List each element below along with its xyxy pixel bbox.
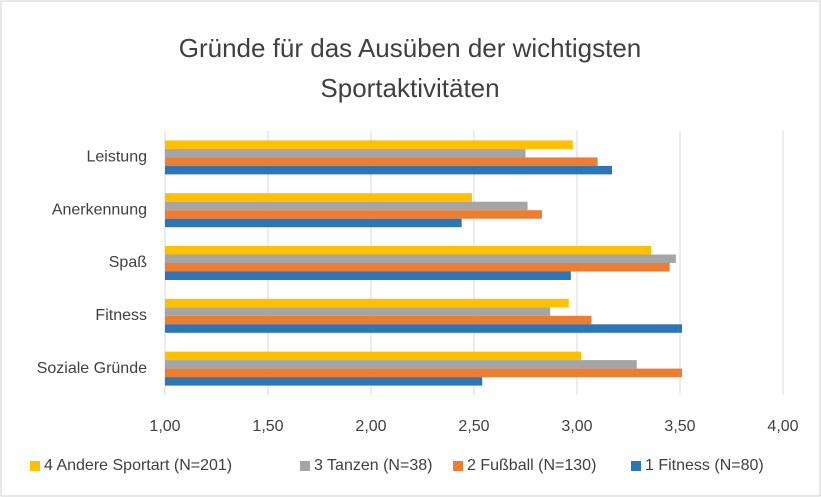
bar <box>165 324 683 333</box>
bar <box>165 201 528 211</box>
x-tick-label: 3,00 <box>561 418 592 435</box>
bar <box>165 193 472 202</box>
legend-swatch <box>300 461 310 471</box>
x-tick-label: 1,00 <box>149 418 180 435</box>
y-tick-label: Soziale Gründe <box>37 360 147 377</box>
x-tick-label: 2,00 <box>355 418 386 435</box>
bar <box>165 307 551 316</box>
x-tick-label: 3,50 <box>664 418 695 435</box>
legend-label: 2 Fußball (N=130) <box>467 457 596 474</box>
y-tick-label: Spaß <box>109 254 147 271</box>
legend-label: 4 Andere Sportart (N=201) <box>44 457 232 474</box>
bar <box>165 263 670 272</box>
x-tick-label: 4,00 <box>767 418 798 435</box>
chart-title: Gründe für das Ausüben der wichtigsten S… <box>178 33 642 103</box>
bar <box>165 165 613 175</box>
bar <box>165 368 683 378</box>
legend-swatch <box>30 461 40 471</box>
legend-swatch <box>631 461 641 471</box>
bar <box>165 315 592 325</box>
legend-swatch <box>453 461 463 471</box>
bar <box>165 157 598 166</box>
legend-label: 3 Tanzen (N=38) <box>314 457 432 474</box>
legend-label: 1 Fitness (N=80) <box>645 457 764 474</box>
bar <box>165 351 582 361</box>
bar <box>165 377 483 386</box>
bar <box>165 148 526 158</box>
y-tick-label: Leistung <box>87 149 148 166</box>
bar <box>165 140 573 149</box>
bar <box>165 360 637 369</box>
y-tick-label: Anerkennung <box>52 201 147 218</box>
x-tick-label: 1,50 <box>252 418 283 435</box>
x-tick-label: 2,50 <box>458 418 489 435</box>
bar <box>165 218 462 228</box>
bar <box>165 210 542 219</box>
bar <box>165 298 569 308</box>
y-tick-label: Fitness <box>95 307 147 324</box>
bar <box>165 271 571 280</box>
bar <box>165 246 652 255</box>
bar <box>165 254 676 263</box>
